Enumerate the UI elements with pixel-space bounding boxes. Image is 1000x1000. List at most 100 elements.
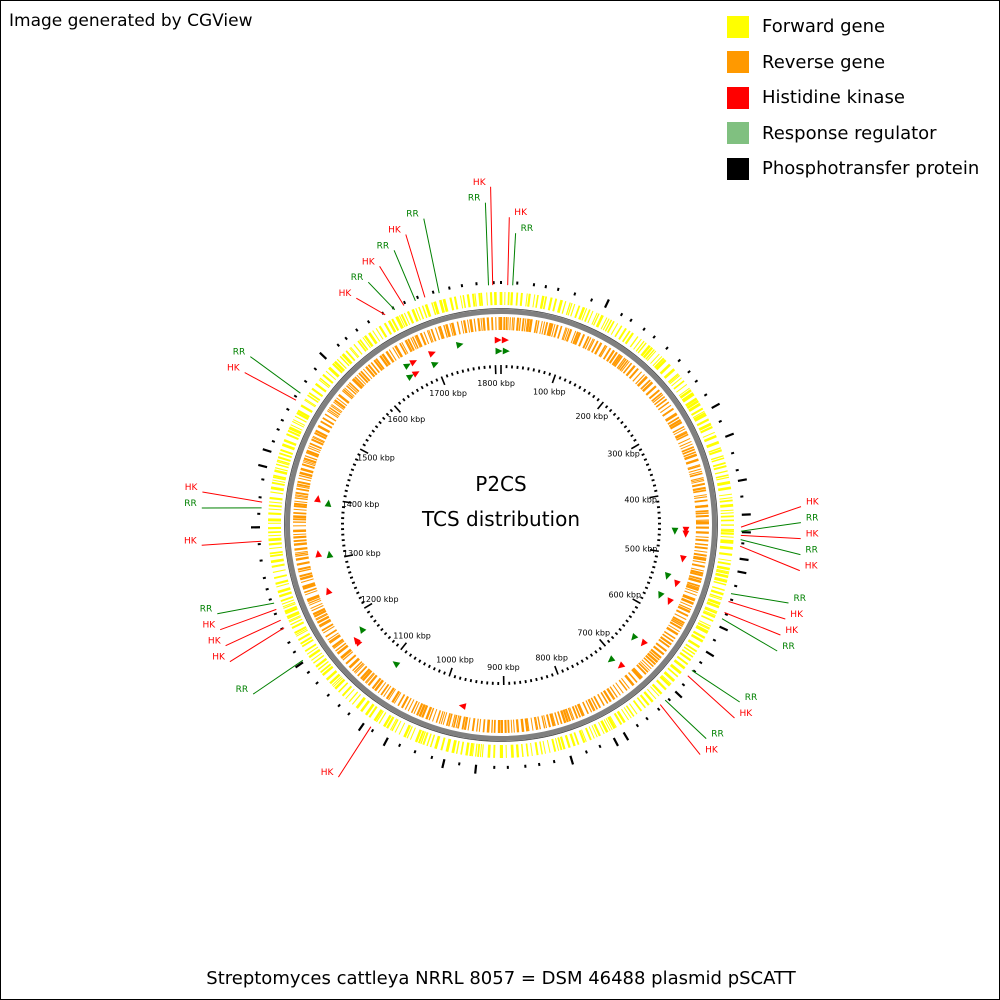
scale-tick <box>361 601 365 605</box>
reverse-gene <box>414 335 421 348</box>
scale-label: 700 kbp <box>577 629 610 638</box>
outer-tick <box>268 598 272 601</box>
callout-leader <box>367 281 396 311</box>
forward-gene <box>692 410 705 419</box>
reverse-gene <box>694 546 708 550</box>
rr-marker <box>665 572 672 580</box>
forward-gene <box>521 743 524 758</box>
forward-gene <box>460 741 465 755</box>
forward-gene <box>510 292 514 306</box>
reverse-gene <box>405 339 413 352</box>
forward-gene <box>421 305 428 319</box>
scale-label: 500 kbp <box>625 544 658 553</box>
reverse-gene <box>665 413 678 422</box>
reverse-gene <box>437 326 443 340</box>
forward-gene <box>546 739 551 753</box>
callout-leader <box>739 545 800 572</box>
callout-label: RR <box>782 642 795 652</box>
forward-gene <box>345 688 355 700</box>
forward-gene <box>403 724 412 738</box>
hk-marker <box>640 638 648 647</box>
reverse-gene <box>637 376 648 387</box>
forward-gene <box>710 589 724 596</box>
scale-tick <box>351 581 356 585</box>
outer-tick <box>674 690 683 699</box>
reverse-gene <box>597 693 605 706</box>
forward-gene <box>434 735 440 749</box>
scale-label: 1000 kbp <box>436 655 474 664</box>
forward-gene <box>714 577 728 583</box>
forward-gene <box>474 743 478 757</box>
forward-gene <box>334 678 346 690</box>
reverse-gene <box>367 364 378 376</box>
reverse-gene <box>646 652 659 663</box>
reverse-gene <box>304 587 317 594</box>
reverse-gene <box>535 320 540 334</box>
reverse-gene <box>632 668 643 679</box>
scale-tick <box>345 560 349 564</box>
reverse-gene <box>567 707 574 721</box>
scale-tick <box>653 560 657 564</box>
forward-gene <box>683 646 696 655</box>
rr-marker <box>359 626 367 634</box>
forward-gene <box>598 721 605 735</box>
scale-tick <box>408 653 413 657</box>
map-subtitle: TCS distribution <box>421 507 581 531</box>
scale-tick <box>575 662 579 666</box>
reverse-gene <box>693 556 707 562</box>
reverse-gene <box>401 341 409 354</box>
callout-leader <box>244 372 297 401</box>
forward-gene <box>702 431 715 438</box>
forward-gene <box>697 623 710 630</box>
reverse-gene <box>635 374 646 385</box>
scale-tick <box>472 367 475 371</box>
reverse-gene <box>407 699 415 712</box>
scale-tick <box>350 468 355 472</box>
scale-label: 1100 kbp <box>393 632 431 641</box>
reverse-gene <box>451 714 456 728</box>
legend-item-response-regulator: Response regulator <box>727 116 979 152</box>
scale-label: 1200 kbp <box>361 595 399 604</box>
reverse-gene <box>449 323 454 337</box>
reverse-gene <box>557 325 563 339</box>
outer-tick <box>337 703 341 708</box>
forward-gene <box>705 606 718 613</box>
callout-leader <box>229 627 285 663</box>
outer-tick <box>544 285 548 289</box>
organism-caption: Streptomyces cattleya NRRL 8057 = DSM 46… <box>206 968 796 989</box>
reverse-gene <box>324 413 337 422</box>
forward-gene <box>720 540 734 544</box>
outer-tick <box>739 557 749 562</box>
reverse-gene <box>294 497 308 501</box>
forward-gene <box>610 323 619 335</box>
callout-leader <box>393 250 416 301</box>
forward-gene <box>708 447 722 453</box>
forward-gene <box>510 744 514 758</box>
forward-gene <box>668 374 680 384</box>
scale-tick <box>571 664 575 669</box>
callout-leader <box>484 202 489 286</box>
scale-tick <box>397 401 402 405</box>
forward-gene <box>386 716 395 729</box>
hk-marker <box>315 550 323 558</box>
forward-gene <box>578 730 586 743</box>
reverse-gene <box>693 489 707 494</box>
reverse-gene <box>330 405 342 414</box>
forward-gene <box>433 301 440 315</box>
reverse-gene <box>652 645 665 656</box>
reverse-gene <box>456 321 461 335</box>
forward-gene <box>486 292 488 306</box>
rr-marker <box>405 374 414 381</box>
reverse-gene <box>335 642 347 652</box>
rr-marker <box>658 591 665 599</box>
reverse-gene <box>695 504 709 509</box>
reverse-gene <box>341 649 352 660</box>
forward-gene <box>395 316 403 329</box>
outer-tick <box>556 287 560 292</box>
forward-gene <box>688 402 701 412</box>
forward-gene <box>600 317 608 330</box>
scale-tick <box>638 448 643 452</box>
callout-label: RR <box>184 499 197 509</box>
forward-gene <box>290 618 303 626</box>
forward-gene <box>557 299 563 313</box>
